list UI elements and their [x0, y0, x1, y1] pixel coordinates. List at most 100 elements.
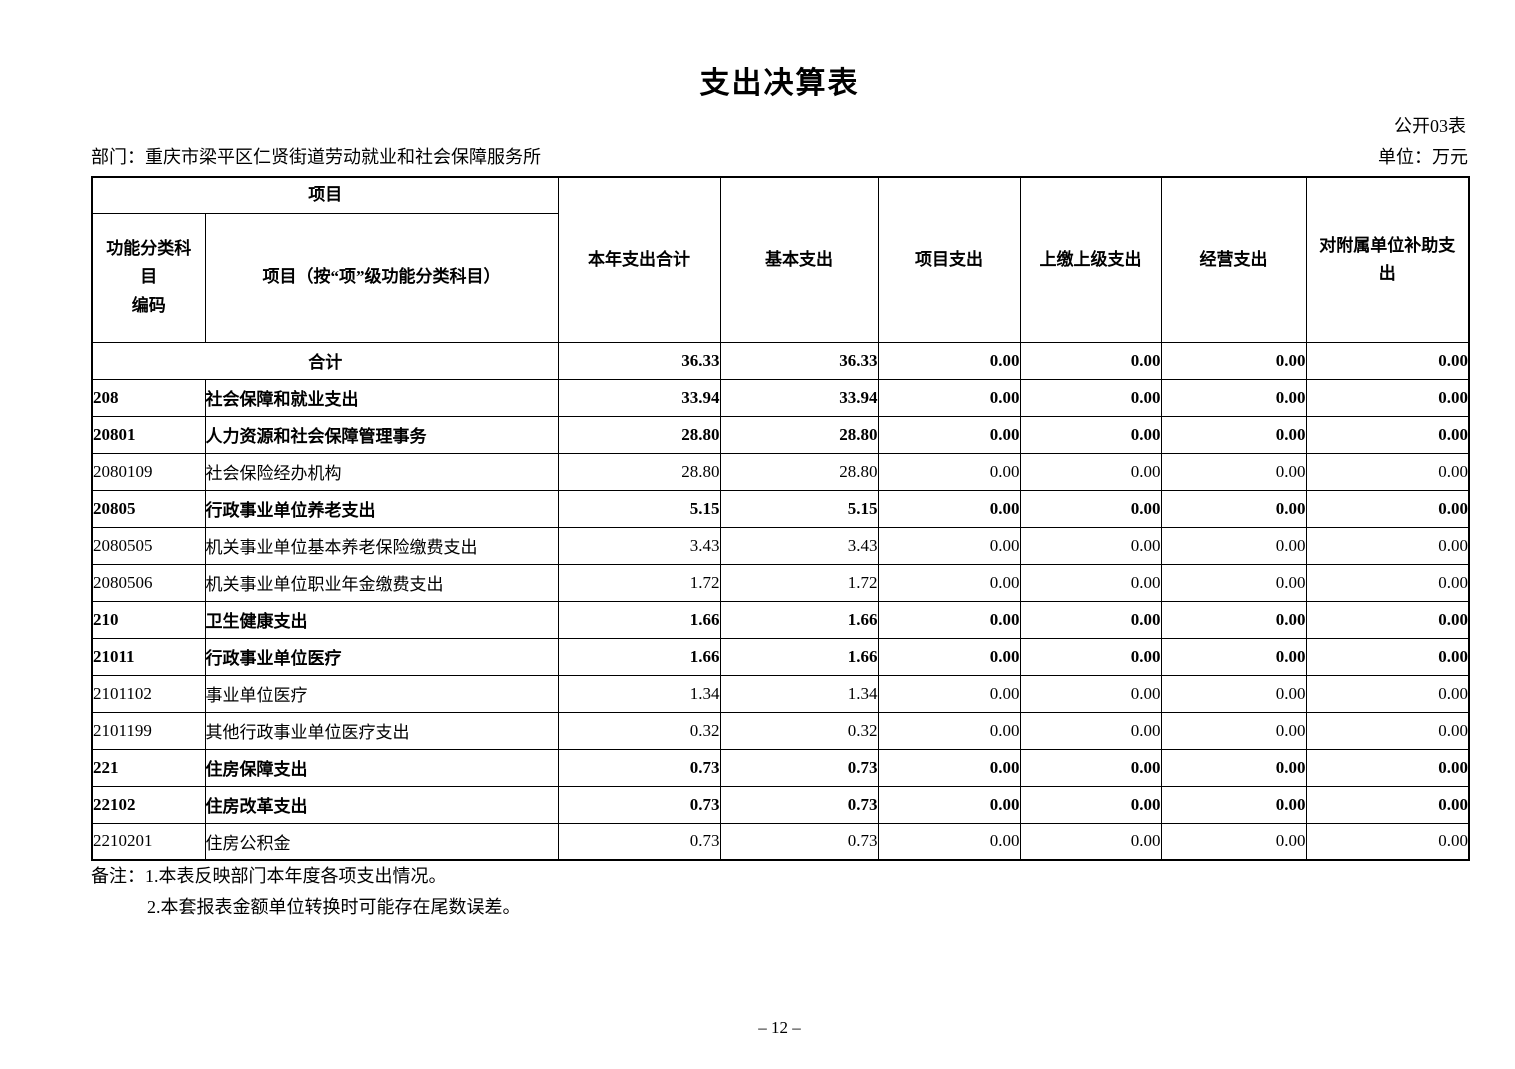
- row-value: 5.15: [719, 489, 879, 528]
- header-col-basic: 基本支出: [719, 176, 879, 343]
- row-value: 1.66: [719, 637, 879, 676]
- row-value: 0.00: [877, 600, 1021, 639]
- row-value: 1.66: [557, 637, 721, 676]
- row-value: 36.33: [557, 341, 721, 380]
- row-value: 0.00: [1305, 674, 1470, 713]
- page-number: – 12 –: [758, 1018, 801, 1037]
- table-row: 221 住房保障支出 0.73 0.73 0.00 0.00 0.00 0.00: [91, 748, 1470, 787]
- row-value: 0.00: [877, 378, 1021, 417]
- table-row: 2101102 事业单位医疗 1.34 1.34 0.00 0.00 0.00 0.00: [91, 674, 1470, 713]
- row-value: 33.94: [557, 378, 721, 417]
- table-row: 21011 行政事业单位医疗 1.66 1.66 0.00 0.00 0.00 0.00: [91, 637, 1470, 676]
- table-row: 20801 人力资源和社会保障管理事务 28.80 28.80 0.00 0.00 0.00…: [91, 415, 1470, 454]
- row-total-label: 合计: [91, 341, 559, 380]
- row-value: 1.72: [557, 563, 721, 602]
- header-item: 项目（按“项”级功能分类科目）: [204, 212, 559, 343]
- row-code: 20801: [91, 415, 206, 454]
- table-code-label: 公开03表: [1394, 116, 1466, 136]
- row-value: 1.66: [719, 600, 879, 639]
- row-value: 0.00: [1019, 526, 1162, 565]
- table-row: 2080109 社会保险经办机构 28.80 28.80 0.00 0.00 0.00 0.0…: [91, 452, 1470, 491]
- header-col-operating: 经营支出: [1160, 176, 1307, 343]
- row-name: 机关事业单位职业年金缴费支出: [204, 563, 559, 602]
- row-name: 住房改革支出: [204, 785, 559, 824]
- row-value: 0.73: [719, 748, 879, 787]
- table-row: 2080505 机关事业单位基本养老保险缴费支出 3.43 3.43 0.00 0.00 0…: [91, 526, 1470, 565]
- row-name: 事业单位医疗: [204, 674, 559, 713]
- row-value: 0.00: [1305, 489, 1470, 528]
- row-value: 36.33: [719, 341, 879, 380]
- note-line-2: 2.本套报表金额单位转换时可能存在尾数误差。: [147, 897, 521, 917]
- row-value: 0.00: [1019, 563, 1162, 602]
- row-name: 住房公积金: [204, 822, 559, 861]
- row-code: 2210201: [91, 822, 206, 861]
- row-value: 0.00: [1160, 748, 1307, 787]
- row-value: 1.34: [557, 674, 721, 713]
- row-code: 210: [91, 600, 206, 639]
- row-value: 0.00: [1305, 415, 1470, 454]
- row-value: 0.00: [1160, 674, 1307, 713]
- row-name: 社会保险经办机构: [204, 452, 559, 491]
- expenditure-table: 项目 本年支出合计 基本支出 项目支出 上缴上级支出 经营支出 对附属单位补助支…: [91, 176, 1470, 861]
- table-row: 合计 36.33 36.33 0.00 0.00 0.00 0.00: [91, 341, 1470, 380]
- row-value: 0.00: [1019, 341, 1162, 380]
- row-value: 0.00: [1305, 563, 1470, 602]
- row-value: 0.00: [1019, 637, 1162, 676]
- row-value: 5.15: [557, 489, 721, 528]
- row-value: 0.00: [1305, 526, 1470, 565]
- row-value: 28.80: [557, 452, 721, 491]
- header-col-project-exp: 项目支出: [877, 176, 1021, 343]
- row-code: 208: [91, 378, 206, 417]
- row-name: 社会保障和就业支出: [204, 378, 559, 417]
- row-name: 其他行政事业单位医疗支出: [204, 711, 559, 750]
- row-value: 0.73: [719, 822, 879, 861]
- department-label: 部门：重庆市梁平区仁贤街道劳动就业和社会保障服务所: [91, 147, 541, 167]
- row-value: 28.80: [557, 415, 721, 454]
- row-value: 0.00: [1160, 822, 1307, 861]
- row-value: 0.00: [1305, 452, 1470, 491]
- table-header: 项目 本年支出合计 基本支出 项目支出 上缴上级支出 经营支出 对附属单位补助支…: [91, 176, 1470, 343]
- row-value: 0.00: [877, 785, 1021, 824]
- table-row: 2101199 其他行政事业单位医疗支出 0.32 0.32 0.00 0.00 0.00 0…: [91, 711, 1470, 750]
- row-code: 2101199: [91, 711, 206, 750]
- row-value: 0.00: [1019, 785, 1162, 824]
- row-value: 0.00: [1160, 489, 1307, 528]
- row-value: 0.00: [1019, 452, 1162, 491]
- row-value: 3.43: [719, 526, 879, 565]
- row-name: 行政事业单位医疗: [204, 637, 559, 676]
- row-value: 28.80: [719, 452, 879, 491]
- row-value: 1.66: [557, 600, 721, 639]
- row-value: 0.00: [1160, 526, 1307, 565]
- row-value: 0.00: [1019, 415, 1162, 454]
- page-title: 支出决算表: [699, 67, 860, 100]
- table-row: 2210201 住房公积金 0.73 0.73 0.00 0.00 0.00 0.00: [91, 822, 1470, 861]
- row-code: 2080505: [91, 526, 206, 565]
- row-value: 0.00: [1305, 341, 1470, 380]
- row-value: 0.00: [1160, 415, 1307, 454]
- row-value: 0.73: [719, 785, 879, 824]
- row-value: 0.00: [1019, 674, 1162, 713]
- row-value: 0.00: [1019, 711, 1162, 750]
- row-value: 0.00: [877, 748, 1021, 787]
- table-row: 22102 住房改革支出 0.73 0.73 0.00 0.00 0.00 0.00: [91, 785, 1470, 824]
- row-name: 人力资源和社会保障管理事务: [204, 415, 559, 454]
- row-value: 0.00: [1305, 378, 1470, 417]
- row-value: 0.73: [557, 822, 721, 861]
- row-value: 0.00: [1019, 822, 1162, 861]
- table-row: 2080506 机关事业单位职业年金缴费支出 1.72 1.72 0.00 0.00 0.0…: [91, 563, 1470, 602]
- row-value: 0.00: [877, 563, 1021, 602]
- row-value: 0.73: [557, 748, 721, 787]
- note-line-1: 备注：1.本表反映部门本年度各项支出情况。: [91, 866, 447, 886]
- row-code: 21011: [91, 637, 206, 676]
- row-value: 0.00: [1019, 748, 1162, 787]
- row-value: 0.00: [1160, 785, 1307, 824]
- row-code: 20805: [91, 489, 206, 528]
- row-value: 0.00: [1305, 785, 1470, 824]
- row-code: 221: [91, 748, 206, 787]
- header-col-subsidy: 对附属单位补助支出: [1305, 176, 1470, 343]
- row-code: 2080506: [91, 563, 206, 602]
- row-value: 0.00: [1019, 489, 1162, 528]
- table-row: 208 社会保障和就业支出 33.94 33.94 0.00 0.00 0.00 0.00: [91, 378, 1470, 417]
- row-name: 卫生健康支出: [204, 600, 559, 639]
